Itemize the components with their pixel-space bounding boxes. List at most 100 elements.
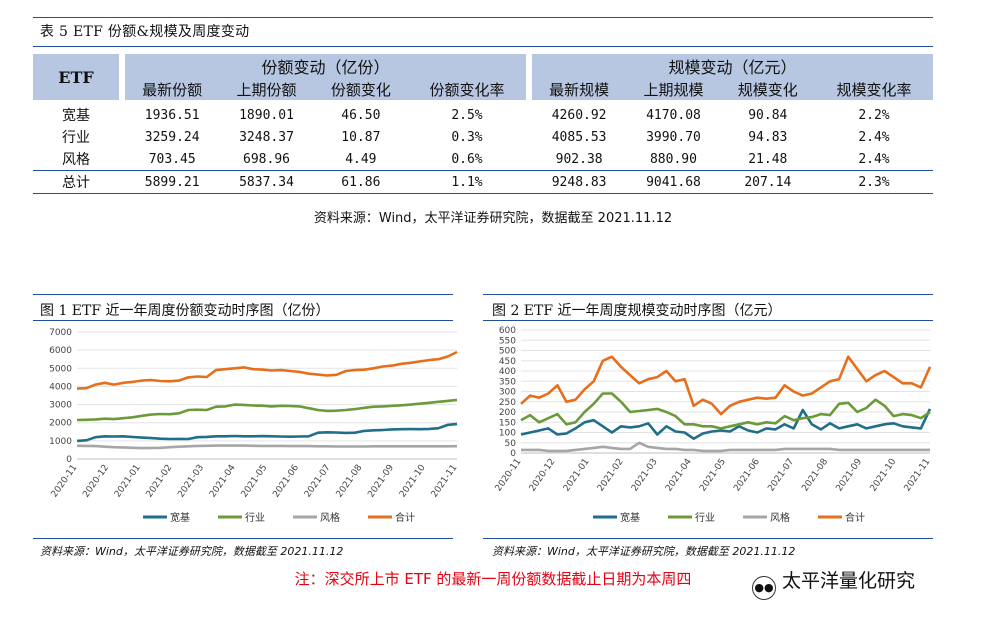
etf-table: ETF 份额变动（亿份） 规模变动（亿元） 最新份额 上期份额 份额变化 份额变… (33, 54, 933, 194)
share-group-header: 份额变动（亿份） (125, 54, 526, 78)
figure2-title: 图 2 ETF 近一年周度规模变动时序图（亿元） (492, 303, 782, 319)
table-source: 资料来源：Wind，太平洋证券研究院，数据截至 2021.11.12 (313, 211, 673, 226)
x-tick-label: 2021-05 (698, 457, 728, 494)
y-tick-label: 300 (499, 388, 516, 398)
cell: 207.14 (744, 174, 792, 190)
series-line-宽基 (76, 422, 458, 443)
cell: 2.2% (858, 107, 890, 123)
col-header: 份额变化率 (408, 78, 526, 100)
cell: 5899.21 (144, 174, 200, 190)
col-header: 最新规模 (531, 78, 627, 100)
y-tick-label: 50 (505, 439, 517, 449)
y-tick-label: 150 (499, 418, 516, 428)
y-tick-label: 500 (499, 347, 516, 357)
x-tick-label: 2021-09 (835, 457, 865, 494)
cell: 10.87 (341, 129, 381, 145)
watermark: ●● 太平洋量化研究 (752, 566, 915, 600)
cell: 1890.01 (239, 107, 294, 123)
y-tick-label: 200 (499, 408, 516, 418)
cell: 0.3% (451, 129, 483, 145)
series-line-风格 (76, 444, 458, 450)
x-tick-label: 2021-10 (869, 457, 899, 494)
table-row-total: 总计 5899.21 5837.34 61.86 1.1% 9248.83 90… (33, 170, 933, 194)
col-header: 份额变化 (313, 78, 409, 100)
cell: 880.90 (649, 151, 697, 167)
cell: 703.45 (148, 151, 196, 167)
y-tick-label: 100 (499, 429, 516, 439)
y-tick-label: 6000 (49, 346, 72, 356)
cell: 2.3% (858, 174, 890, 190)
row-label: 总计 (62, 175, 90, 191)
cell: 90.84 (748, 107, 788, 123)
series-line-风格 (521, 441, 930, 453)
y-tick-label: 0 (510, 449, 516, 459)
y-tick-label: 250 (499, 398, 516, 408)
cell: 46.50 (341, 107, 381, 123)
figure2-source: 资料来源：Wind，太平洋证券研究院，数据截至 2021.11.12 (492, 545, 796, 558)
table-row: 行业 3259.24 3248.37 10.87 0.3% 4085.53 39… (33, 126, 933, 148)
cell: 698.96 (243, 151, 290, 167)
scale-group-header: 规模变动（亿元） (531, 54, 933, 78)
x-tick-label: 2021-04 (664, 457, 694, 494)
footnote: 注：深交所上市 ETF 的最新一周份额数据截止日期为本周四 (294, 570, 692, 588)
cell: 1.1% (451, 174, 483, 190)
x-tick-label: 2021-06 (271, 463, 301, 500)
series-line-行业 (76, 398, 458, 422)
col-header: 最新份额 (125, 78, 220, 100)
y-tick-label: 550 (499, 336, 516, 346)
x-tick-label: 2020-11 (50, 463, 80, 500)
x-tick-label: 2021-10 (398, 463, 428, 500)
legend-label: 风格 (770, 511, 790, 524)
y-tick-label: 5000 (49, 364, 72, 374)
y-tick-label: 1000 (49, 437, 72, 447)
cell: 21.48 (748, 151, 788, 167)
x-tick-label: 2021-08 (335, 463, 365, 500)
y-tick-label: 4000 (49, 382, 72, 392)
x-tick-label: 2021-02 (145, 463, 175, 500)
y-tick-label: 450 (499, 357, 516, 367)
y-tick-label: 3000 (49, 401, 72, 411)
col-header: 上期规模 (626, 78, 721, 100)
col-header: 上期份额 (219, 78, 314, 100)
series-line-行业 (520, 392, 931, 430)
x-tick-label: 2021-03 (176, 463, 206, 500)
cell: 4.49 (345, 151, 377, 167)
watermark-text: 太平洋量化研究 (782, 570, 916, 592)
x-tick-label: 2020-11 (494, 457, 524, 494)
x-tick-label: 2021-04 (208, 463, 238, 500)
cell: 94.83 (748, 129, 788, 145)
cell: 61.86 (341, 174, 381, 190)
cell: 3248.37 (239, 129, 294, 145)
cell: 9248.83 (551, 174, 607, 190)
col-header: 规模变化 (720, 78, 815, 100)
x-tick-label: 2021-02 (596, 457, 626, 494)
x-tick-label: 2021-05 (240, 463, 270, 500)
x-tick-label: 2021-09 (366, 463, 396, 500)
series-line-合计 (76, 350, 458, 390)
cell: 4170.08 (646, 107, 701, 123)
wechat-icon: ●● (752, 576, 776, 600)
cell: 2.4% (858, 129, 890, 145)
cell: 4260.92 (551, 107, 607, 123)
legend-label: 宽基 (620, 511, 640, 524)
figure1-source: 资料来源：Wind，太平洋证券研究院，数据截至 2021.11.12 (40, 545, 344, 558)
legend-label: 行业 (695, 511, 715, 524)
figure1-title: 图 1 ETF 近一年周度份额变动时序图（亿份） (40, 303, 330, 319)
cell: 1936.51 (144, 107, 200, 123)
x-tick-label: 2021-06 (732, 457, 762, 494)
cell: 3259.24 (144, 129, 200, 145)
table-row: 风格 703.45 698.96 4.49 0.6% 902.38 880.90… (33, 148, 933, 171)
cell: 902.38 (555, 151, 603, 167)
cell: 5837.34 (239, 174, 294, 190)
x-tick-label: 2021-11 (430, 463, 460, 500)
x-tick-label: 2021-07 (303, 463, 333, 500)
legend-label: 风格 (320, 511, 340, 524)
cell: 4085.53 (551, 129, 607, 145)
legend-label: 合计 (395, 511, 415, 524)
row-label: 风格 (62, 152, 90, 168)
x-tick-label: 2021-08 (800, 457, 830, 494)
legend-label: 行业 (245, 511, 265, 524)
etf-header: ETF (33, 54, 119, 100)
x-tick-label: 2021-01 (113, 463, 143, 500)
